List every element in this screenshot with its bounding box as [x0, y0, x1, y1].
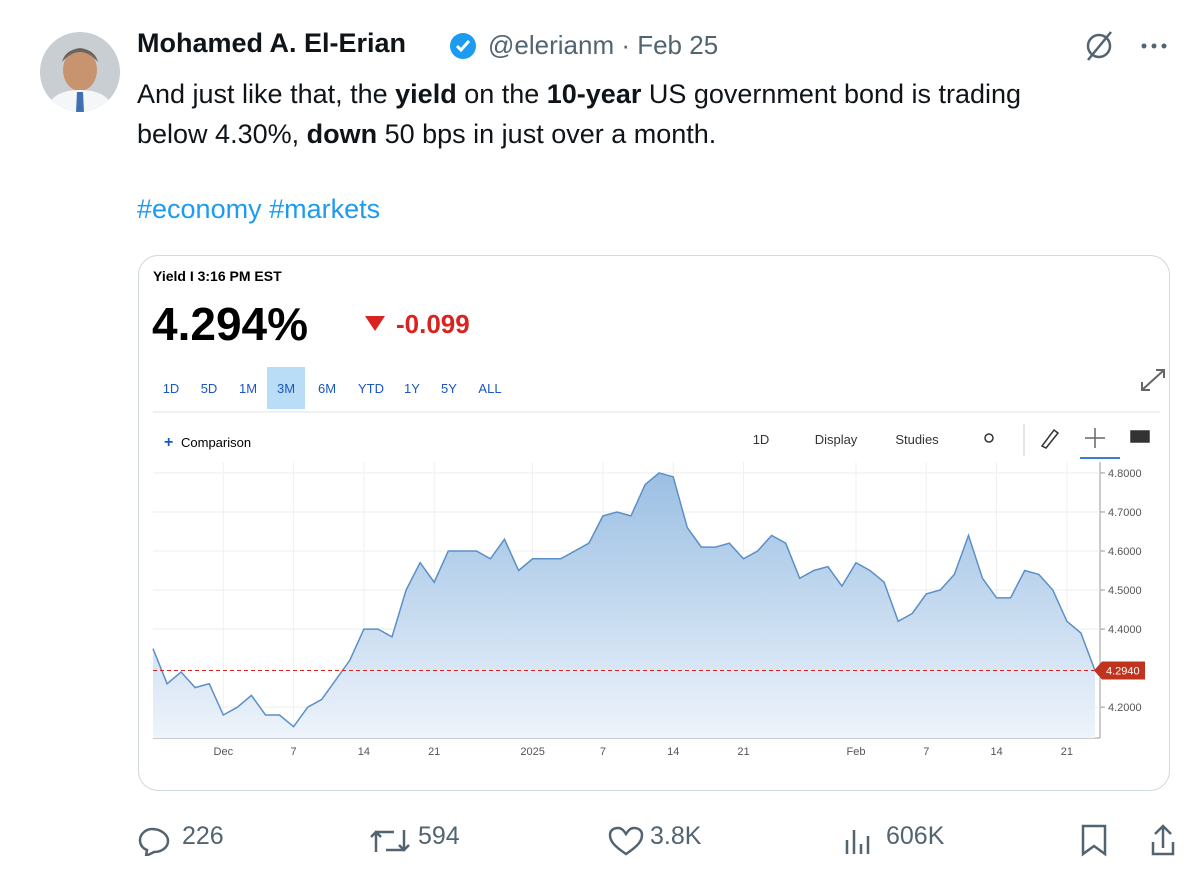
plus: + [164, 434, 173, 451]
range-button[interactable]: 3M [277, 381, 295, 396]
range-button[interactable]: 5D [201, 381, 218, 396]
x-tick-label: 14 [667, 746, 679, 758]
reply-count[interactable]: 226 [182, 822, 224, 850]
text-segment: US government bond is trading [641, 79, 1022, 109]
expand-icon[interactable] [1141, 369, 1165, 391]
toolbar-item[interactable]: 1D [753, 432, 770, 447]
x-tick-label: 2025 [520, 746, 544, 758]
bookmark-share[interactable] [1078, 822, 1178, 858]
range-button[interactable]: 5Y [441, 381, 457, 396]
author-name[interactable]: Mohamed A. El-Erian [137, 28, 407, 58]
hashtags[interactable]: #economy #markets [137, 194, 381, 224]
area [153, 472, 1095, 738]
quote-caption: Yield I 3:16 PM EST [153, 268, 282, 284]
like-icon[interactable] [608, 826, 644, 856]
toolbar-item[interactable]: Studies [895, 432, 939, 447]
repost-icon[interactable] [370, 826, 410, 856]
x-tick-label: 7 [600, 746, 606, 758]
text-segment: yield [395, 79, 457, 109]
x-tick-label: 21 [1061, 746, 1073, 758]
x-tick-label: 14 [358, 746, 370, 758]
range-button[interactable]: 1M [239, 381, 257, 396]
comparison[interactable]: Comparison [181, 435, 251, 450]
text-line: And just like that, the yield on the 10-… [137, 74, 1021, 114]
text-segment: 10-year [546, 79, 642, 109]
text-segment: down [306, 119, 378, 149]
y-tick-label: 4.7000 [1108, 507, 1142, 519]
handle-date[interactable]: @elerianm · Feb 25 [488, 30, 719, 60]
verified-badge [450, 33, 476, 59]
active-range [267, 367, 305, 409]
y-tick-label: 4.2000 [1108, 702, 1142, 714]
chart-card[interactable] [138, 255, 1170, 791]
tweet-text: And just like that, the yield on the 10-… [137, 74, 1021, 154]
text-segment: 50 bps in just over a month. [377, 119, 717, 149]
range-button[interactable]: 1Y [404, 381, 420, 396]
down-arrow [365, 316, 385, 331]
text-segment: on the [456, 79, 547, 109]
toolbar-icons [984, 424, 1150, 459]
y-tick-label: 4.8000 [1108, 468, 1142, 480]
quote-change: -0.099 [396, 309, 470, 339]
x-tick-label: 21 [737, 746, 749, 758]
toolbar-item[interactable]: Display [815, 432, 858, 447]
text-line: below 4.30%, down 50 bps in just over a … [137, 114, 1021, 154]
quote-price: 4.294% [152, 298, 308, 350]
text-segment: below 4.30%, [137, 119, 307, 149]
x-tick-label: Feb [847, 746, 866, 758]
tweet-menu[interactable] [1084, 28, 1174, 64]
x-tick-label: 7 [923, 746, 929, 758]
text-segment: And just like that, the [137, 79, 396, 109]
range-button[interactable]: 6M [318, 381, 336, 396]
y-tick-label: 4.6000 [1108, 546, 1142, 558]
avatar[interactable] [40, 32, 120, 112]
x-tick-label: 7 [291, 746, 297, 758]
current-label: 4.2940 [1106, 665, 1140, 677]
x-tick-label: 14 [990, 746, 1002, 758]
reply-icon[interactable] [138, 826, 174, 856]
range-button[interactable]: YTD [358, 381, 384, 396]
range-button[interactable]: 1D [163, 381, 180, 396]
y-tick-label: 4.4000 [1108, 624, 1142, 636]
views-icon[interactable] [844, 826, 876, 856]
current-tag [1094, 661, 1145, 680]
range-button[interactable]: ALL [478, 381, 501, 396]
like-count[interactable]: 3.8K [650, 822, 702, 850]
line [152, 472, 1096, 728]
repost-count[interactable]: 594 [418, 822, 460, 850]
x-tick-label: Dec [214, 746, 234, 758]
y-tick-label: 4.5000 [1108, 585, 1142, 597]
views-count[interactable]: 606K [886, 822, 945, 850]
x-tick-label: 21 [428, 746, 440, 758]
